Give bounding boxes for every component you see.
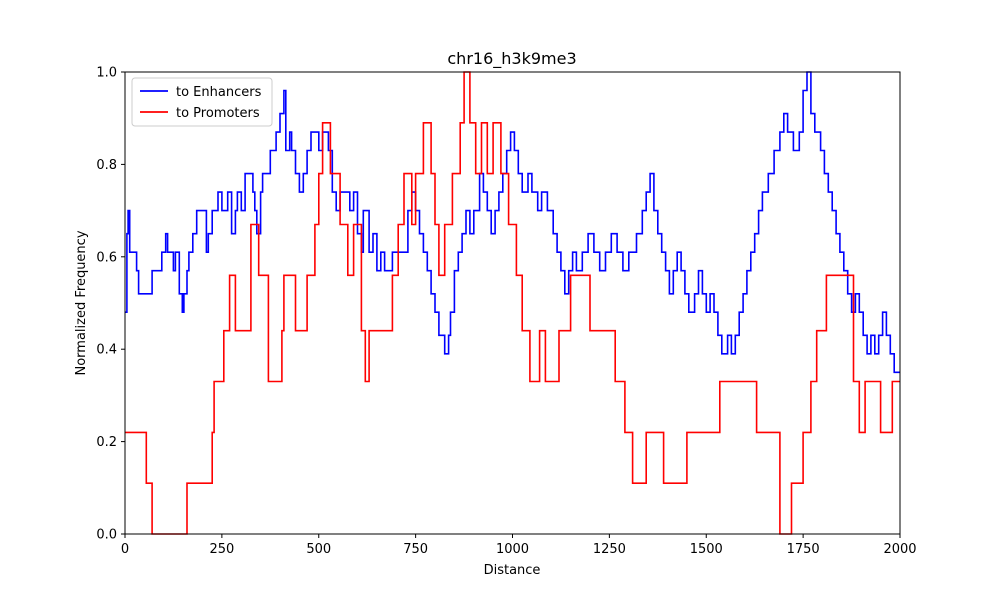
y-tick-label: 0.6 — [96, 250, 117, 265]
x-tick-label: 1250 — [593, 542, 626, 557]
y-tick-label: 0.4 — [96, 343, 117, 358]
x-tick-label: 250 — [209, 542, 234, 557]
chart-title: chr16_h3k9me3 — [447, 49, 576, 69]
y-tick-label: 0.8 — [96, 158, 117, 173]
series-layer — [125, 71, 900, 535]
y-tick-label: 0.2 — [96, 435, 117, 450]
x-tick-label: 0 — [121, 542, 129, 557]
legend: to Enhancers to Promoters — [131, 77, 273, 127]
series-line-enhancers — [125, 71, 900, 374]
legend-label-enhancers: to Enhancers — [176, 85, 262, 100]
y-axis-label: Normalized Frequency — [74, 230, 89, 375]
x-axis-label: Distance — [484, 563, 541, 578]
y-axis-ticks: 0.0 0.2 0.4 0.6 0.8 1.0 — [96, 66, 125, 543]
x-tick-label: 500 — [306, 542, 331, 557]
x-tick-label: 1750 — [787, 542, 820, 557]
y-tick-label: 1.0 — [96, 66, 117, 81]
x-tick-label: 2000 — [883, 542, 916, 557]
x-tick-label: 750 — [403, 542, 428, 557]
series-line-promoters — [125, 71, 900, 535]
y-tick-label: 0.0 — [96, 528, 117, 543]
x-axis-ticks: 0 250 500 750 1000 1250 1500 1750 2000 — [121, 534, 917, 557]
x-tick-label: 1500 — [690, 542, 723, 557]
x-tick-label: 1000 — [496, 542, 529, 557]
legend-label-promoters: to Promoters — [176, 106, 260, 121]
legend-box — [131, 77, 273, 127]
